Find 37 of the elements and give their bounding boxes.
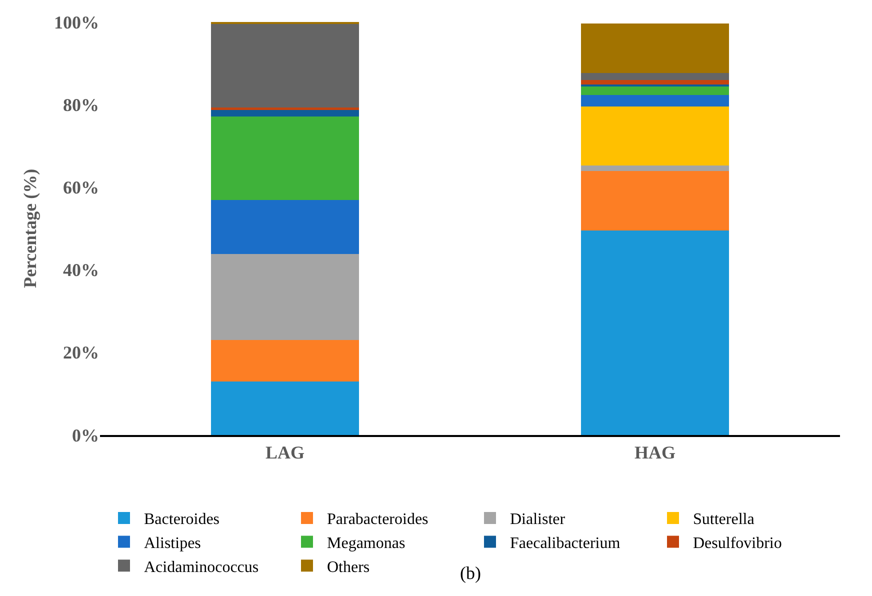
legend-label: Desulfovibrio bbox=[693, 535, 782, 552]
bar bbox=[581, 72, 729, 80]
bar bbox=[581, 230, 729, 435]
legend-label: Sutterella bbox=[693, 511, 754, 528]
legend-label: Acidaminococcus bbox=[144, 558, 259, 576]
bar bbox=[581, 106, 729, 166]
y-tick-label: 40% bbox=[63, 260, 99, 280]
legend-label: Faecalibacterium bbox=[510, 535, 621, 552]
x-tick-label: LAG bbox=[265, 442, 305, 462]
bar bbox=[581, 80, 729, 84]
legend-label: Bacteroides bbox=[144, 511, 220, 528]
y-tick-label: 60% bbox=[63, 178, 99, 198]
y-tick-label: 100% bbox=[54, 12, 99, 32]
bar bbox=[211, 116, 359, 200]
bar bbox=[211, 340, 359, 382]
bar bbox=[581, 165, 729, 172]
y-tick-label: 0% bbox=[72, 425, 99, 446]
legend-label: Others bbox=[327, 558, 370, 576]
bar bbox=[211, 110, 359, 117]
text: (b) bbox=[460, 563, 481, 583]
bar bbox=[581, 24, 729, 73]
legend-label: Parabacteroides bbox=[327, 511, 428, 528]
y-tick-label: 80% bbox=[63, 94, 99, 115]
bar bbox=[211, 381, 359, 435]
y-tick-label: 20% bbox=[63, 342, 99, 363]
bar bbox=[581, 171, 729, 231]
bar bbox=[581, 86, 729, 96]
bar bbox=[211, 24, 359, 108]
legend-label: Dialister bbox=[510, 511, 566, 528]
y-axis-title: Percentage (%) bbox=[20, 168, 40, 288]
bar bbox=[211, 200, 359, 254]
legend-label: Megamonas bbox=[327, 535, 406, 552]
legend-label: Alistipes bbox=[144, 535, 201, 552]
bar bbox=[211, 254, 359, 340]
bar bbox=[581, 95, 729, 106]
bar bbox=[211, 107, 359, 110]
x-tick-label: HAG bbox=[634, 442, 676, 462]
